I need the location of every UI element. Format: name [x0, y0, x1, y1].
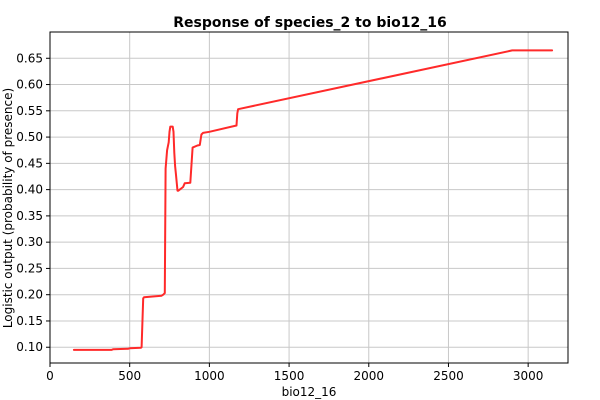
y-tick-label: 0.15: [16, 314, 43, 328]
x-tick-label: 2500: [433, 369, 464, 383]
x-tick-label: 1000: [194, 369, 225, 383]
y-tick-label: 0.20: [16, 288, 43, 302]
y-tick-label: 0.55: [16, 104, 43, 118]
x-tick-label: 3000: [513, 369, 544, 383]
series-layer: [72, 49, 554, 351]
x-axis-label: bio12_16: [282, 385, 337, 399]
plot-frame: [49, 31, 569, 364]
series-line: [72, 49, 554, 351]
y-axis-label: Logistic output (probability of presence…: [1, 88, 15, 328]
y-tick-label: 0.60: [16, 78, 43, 92]
x-tick-label: 0: [46, 369, 54, 383]
y-tick-label: 0.45: [16, 156, 43, 170]
chart-title: Response of species_2 to bio12_16: [173, 15, 446, 31]
y-tick-label: 0.10: [16, 340, 43, 354]
ticks-layer: 0 500 1000 1500 2000 2500 3000 0.10 0.15 0.20 0.25…: [16, 51, 543, 383]
y-tick-label: 0.50: [16, 130, 43, 144]
grid-layer: [50, 32, 568, 363]
y-tick-label: 0.40: [16, 183, 43, 197]
x-tick-label: 1500: [274, 369, 305, 383]
y-tick-label: 0.35: [16, 209, 43, 223]
y-tick-label: 0.30: [16, 235, 43, 249]
y-tick-label: 0.25: [16, 261, 43, 275]
x-tick-label: 2000: [353, 369, 384, 383]
y-tick-label: 0.65: [16, 51, 43, 65]
x-tick-label: 500: [118, 369, 141, 383]
